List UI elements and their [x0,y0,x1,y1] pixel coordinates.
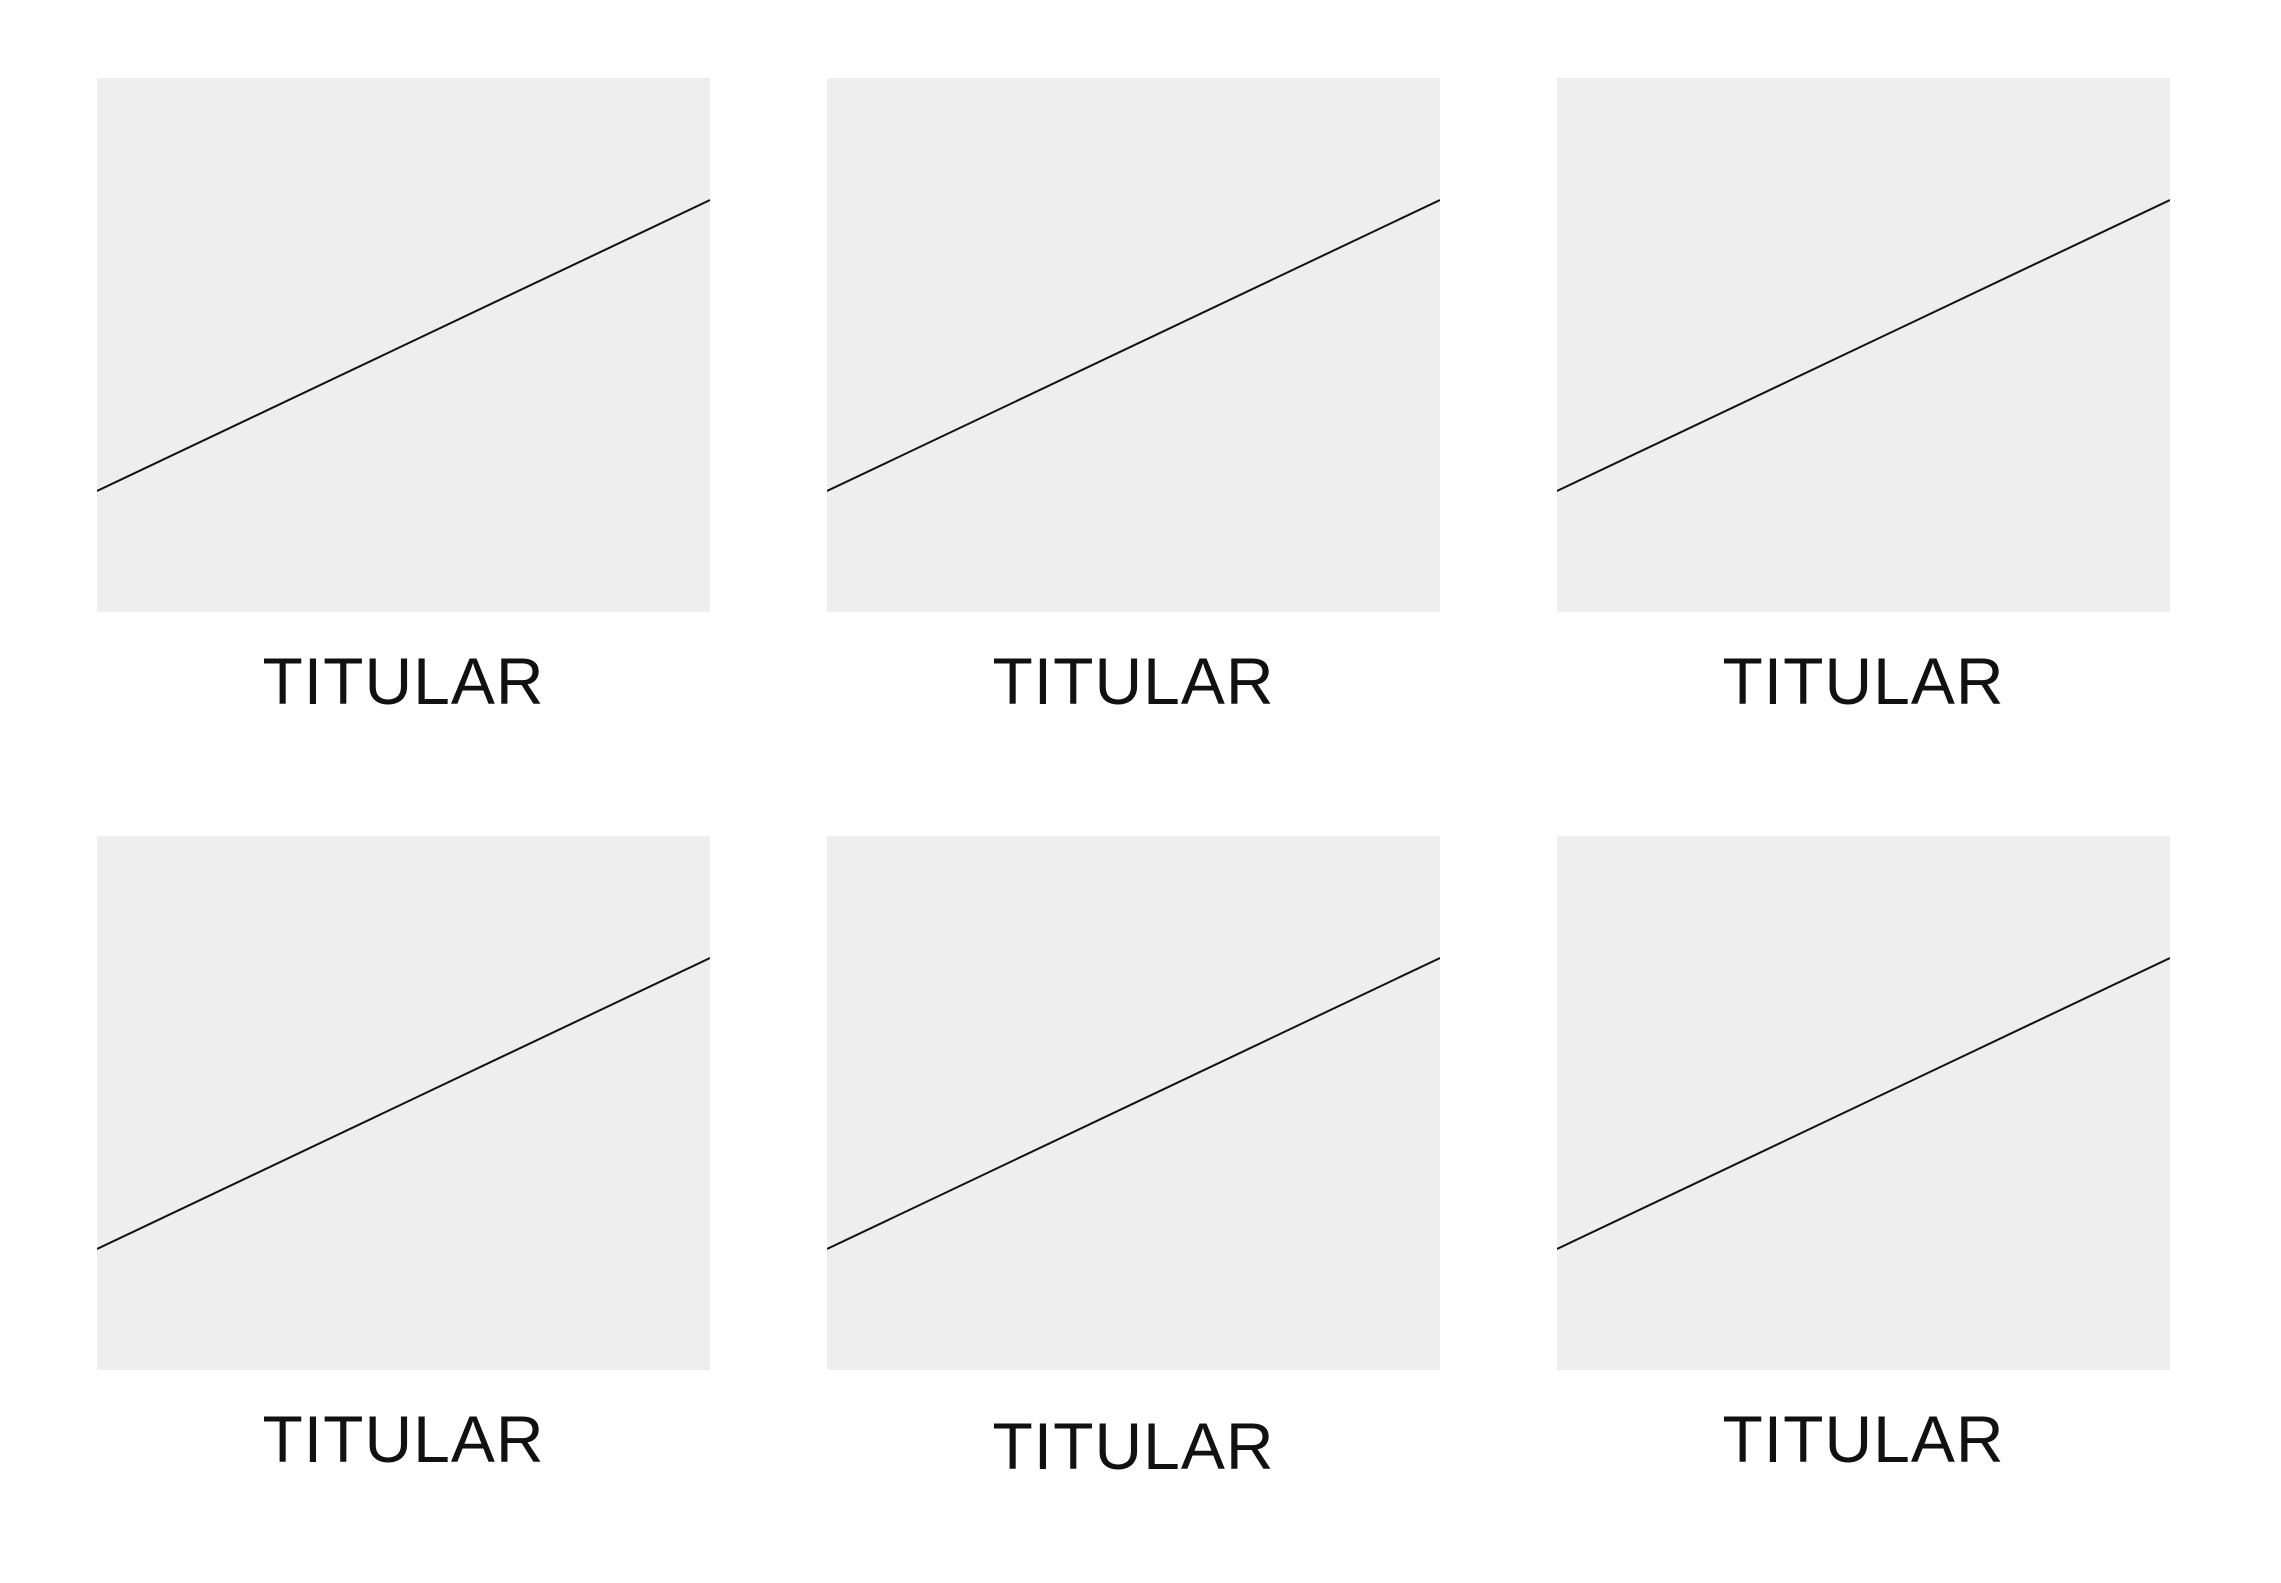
image-placeholder-icon [97,199,710,492]
card-caption: TITULAR [262,1402,545,1476]
image-placeholder [827,836,1440,1370]
card-caption: TITULAR [992,644,1275,718]
card-caption: TITULAR [1722,1402,2005,1476]
image-placeholder [97,836,710,1370]
card-caption: TITULAR [992,1409,1275,1483]
image-placeholder-icon [827,199,1440,492]
image-placeholder-icon [827,957,1440,1250]
image-placeholder [1557,836,2170,1370]
card-caption: TITULAR [262,644,545,718]
card-caption: TITULAR [1722,644,2005,718]
image-placeholder-icon [1557,199,2170,492]
image-placeholder [1557,78,2170,612]
image-placeholder [97,78,710,612]
image-placeholder-icon [1557,957,2170,1250]
image-placeholder [827,78,1440,612]
image-placeholder-icon [97,957,710,1250]
